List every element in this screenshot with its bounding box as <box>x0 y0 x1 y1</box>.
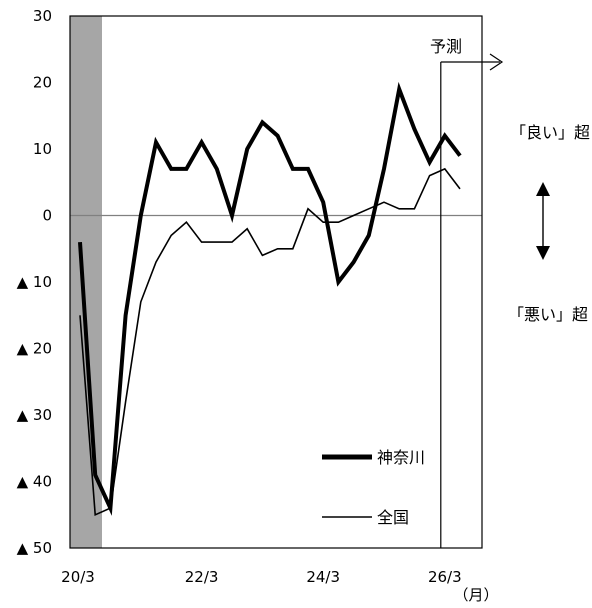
y-tick-label: ▲ 30 <box>17 406 52 424</box>
y-tick-label: ▲ 10 <box>17 273 52 291</box>
lower-side-label: 「悪い」超 <box>508 305 588 324</box>
series-line-kanagawa <box>78 81 462 516</box>
recession-shading <box>70 16 102 548</box>
x-tick-label: 20/3 <box>61 568 95 586</box>
y-tick-label: ▲ 50 <box>17 539 52 557</box>
legend-label-national: 全国 <box>377 508 409 527</box>
double-headed-arrow <box>536 182 550 260</box>
double-arrow-head-up <box>536 182 550 196</box>
forecast-arrow-head <box>489 53 504 71</box>
plot-frame <box>69 15 483 549</box>
x-axis-unit-label: （月） <box>453 586 498 604</box>
x-tick-label: 22/3 <box>185 568 219 586</box>
forecast-label: 予測 <box>430 37 462 56</box>
y-tick-label: ▲ 20 <box>17 340 52 358</box>
series-line-national <box>79 167 461 516</box>
upper-side-label: 「良い」超 <box>510 123 590 142</box>
y-tick-label: 30 <box>33 7 52 25</box>
x-axis-ticks: 20/3 22/3 24/3 26/3 <box>61 568 461 586</box>
x-tick-label: 26/3 <box>428 568 462 586</box>
x-tick-label: 24/3 <box>306 568 340 586</box>
y-axis-ticks: 30 20 10 0 ▲ 10 ▲ 20 ▲ 30 ▲ 40 ▲ 50 <box>17 7 52 557</box>
y-tick-label: ▲ 40 <box>17 473 52 491</box>
legend-label-kanagawa: 神奈川 <box>377 448 425 467</box>
series-lines <box>78 81 462 516</box>
double-arrow-head-down <box>536 246 550 260</box>
y-tick-label: 0 <box>42 207 52 225</box>
y-tick-label: 20 <box>33 74 52 92</box>
y-tick-label: 10 <box>33 140 52 158</box>
legend: 神奈川 全国 <box>322 448 425 527</box>
forecast-arrow <box>440 53 504 71</box>
